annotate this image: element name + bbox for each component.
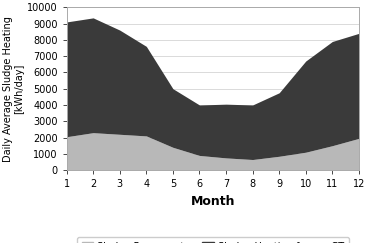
X-axis label: Month: Month <box>191 195 235 208</box>
Legend: Sludge Regenerator, Sludge Heating from mGT: Sludge Regenerator, Sludge Heating from … <box>77 237 349 243</box>
Y-axis label: Daily Average Sludge Heating
[kWh/day]: Daily Average Sludge Heating [kWh/day] <box>3 16 24 162</box>
